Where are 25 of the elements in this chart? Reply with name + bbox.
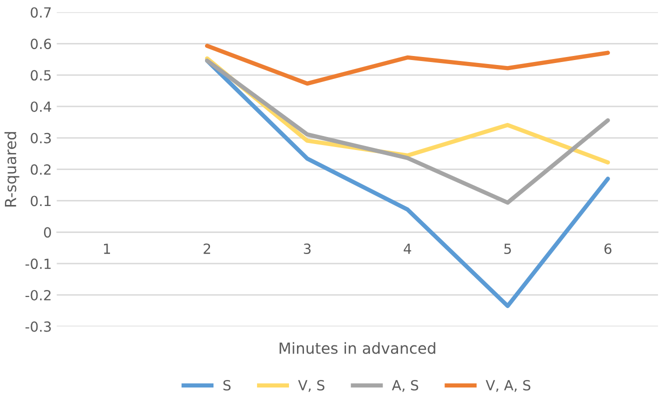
x-tick-label: 5 bbox=[504, 244, 511, 254]
y-tick-label: 0.2 bbox=[30, 164, 51, 175]
y-tick-label: -0.1 bbox=[26, 258, 51, 270]
x-tick-label: 6 bbox=[604, 244, 612, 254]
y-tick-label: 0.3 bbox=[30, 132, 51, 144]
y-axis-title: R-squared bbox=[4, 132, 20, 206]
x-tick-label: 4 bbox=[404, 244, 412, 254]
y-tick-label: 0.7 bbox=[30, 7, 51, 18]
y-tick-label: -0.3 bbox=[26, 321, 51, 332]
y-tick-label: 0.5 bbox=[30, 70, 51, 81]
legend-label: V, A, S bbox=[486, 380, 530, 392]
y-tick-label: 0.6 bbox=[30, 38, 52, 50]
legend-label: S bbox=[223, 380, 231, 390]
y-tick-label: 0.4 bbox=[30, 101, 52, 112]
line-series bbox=[204, 44, 610, 86]
y-tick-label: 0.1 bbox=[30, 196, 51, 206]
x-tick-label: 2 bbox=[204, 244, 210, 254]
y-tick-label: 0 bbox=[44, 227, 51, 238]
legend-label: V, S bbox=[298, 380, 324, 392]
y-tick-label: -0.2 bbox=[26, 290, 51, 300]
x-tick-label: 3 bbox=[304, 244, 311, 254]
legend-label: A, S bbox=[392, 380, 418, 392]
x-tick-label: 1 bbox=[104, 244, 110, 254]
line-series bbox=[204, 58, 610, 205]
x-axis-title: Minutes in advanced bbox=[280, 342, 436, 354]
